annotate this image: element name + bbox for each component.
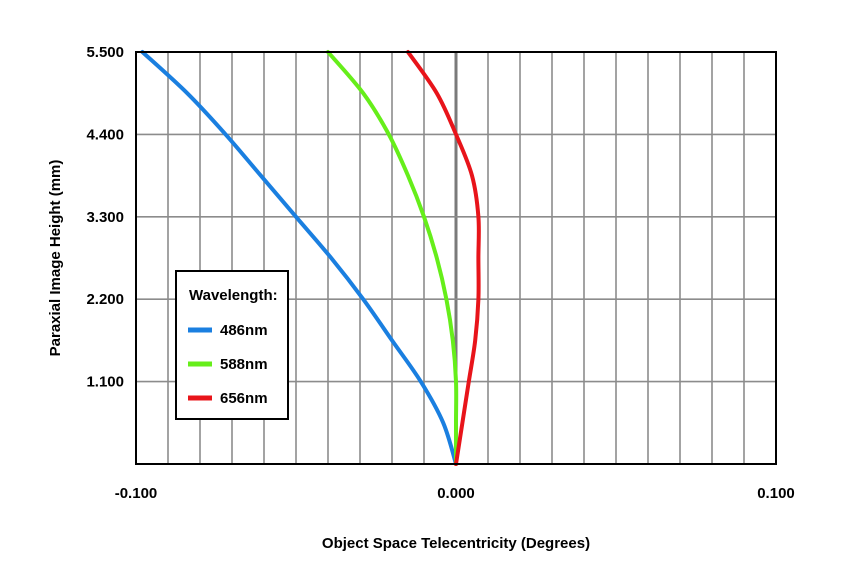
plot-frame bbox=[135, 51, 777, 465]
legend-item: 656nm bbox=[188, 390, 268, 407]
legend-item: 486nm bbox=[188, 322, 268, 339]
x-tick-label: -0.100 bbox=[115, 485, 158, 502]
x-tick-label: 0.100 bbox=[757, 485, 795, 502]
legend-item: 588nm bbox=[188, 356, 268, 373]
x-tick-label: 0.000 bbox=[437, 485, 475, 502]
series-lines bbox=[140, 50, 481, 466]
legend-label: 656nm bbox=[220, 390, 268, 407]
y-tick-label: 2.200 bbox=[86, 291, 124, 308]
series-line-588nm bbox=[326, 50, 459, 466]
legend-title: Wavelength: bbox=[189, 287, 278, 304]
tick-labels: -0.100 0.000 0.100 1.100 2.200 3.300 4.400 5.50… bbox=[86, 44, 794, 502]
y-tick-label: 1.100 bbox=[86, 374, 124, 391]
y-axis-title: Paraxial Image Height (mm) bbox=[47, 160, 64, 357]
y-tick-label: 4.400 bbox=[86, 126, 124, 143]
legend-label: 588nm bbox=[220, 356, 268, 373]
y-tick-label: 3.300 bbox=[86, 209, 124, 226]
legend: Wavelength: 486nm 588nm 656nm bbox=[175, 270, 289, 420]
legend-items: 486nm 588nm 656nm bbox=[188, 322, 268, 407]
legend-box bbox=[175, 270, 289, 420]
legend-label: 486nm bbox=[220, 322, 268, 339]
grid bbox=[136, 51, 776, 464]
x-axis-title: Object Space Telecentricity (Degrees) bbox=[322, 535, 590, 552]
series-line-486nm bbox=[140, 50, 458, 466]
y-tick-label: 5.500 bbox=[86, 44, 124, 61]
series-line-656nm bbox=[406, 50, 481, 466]
